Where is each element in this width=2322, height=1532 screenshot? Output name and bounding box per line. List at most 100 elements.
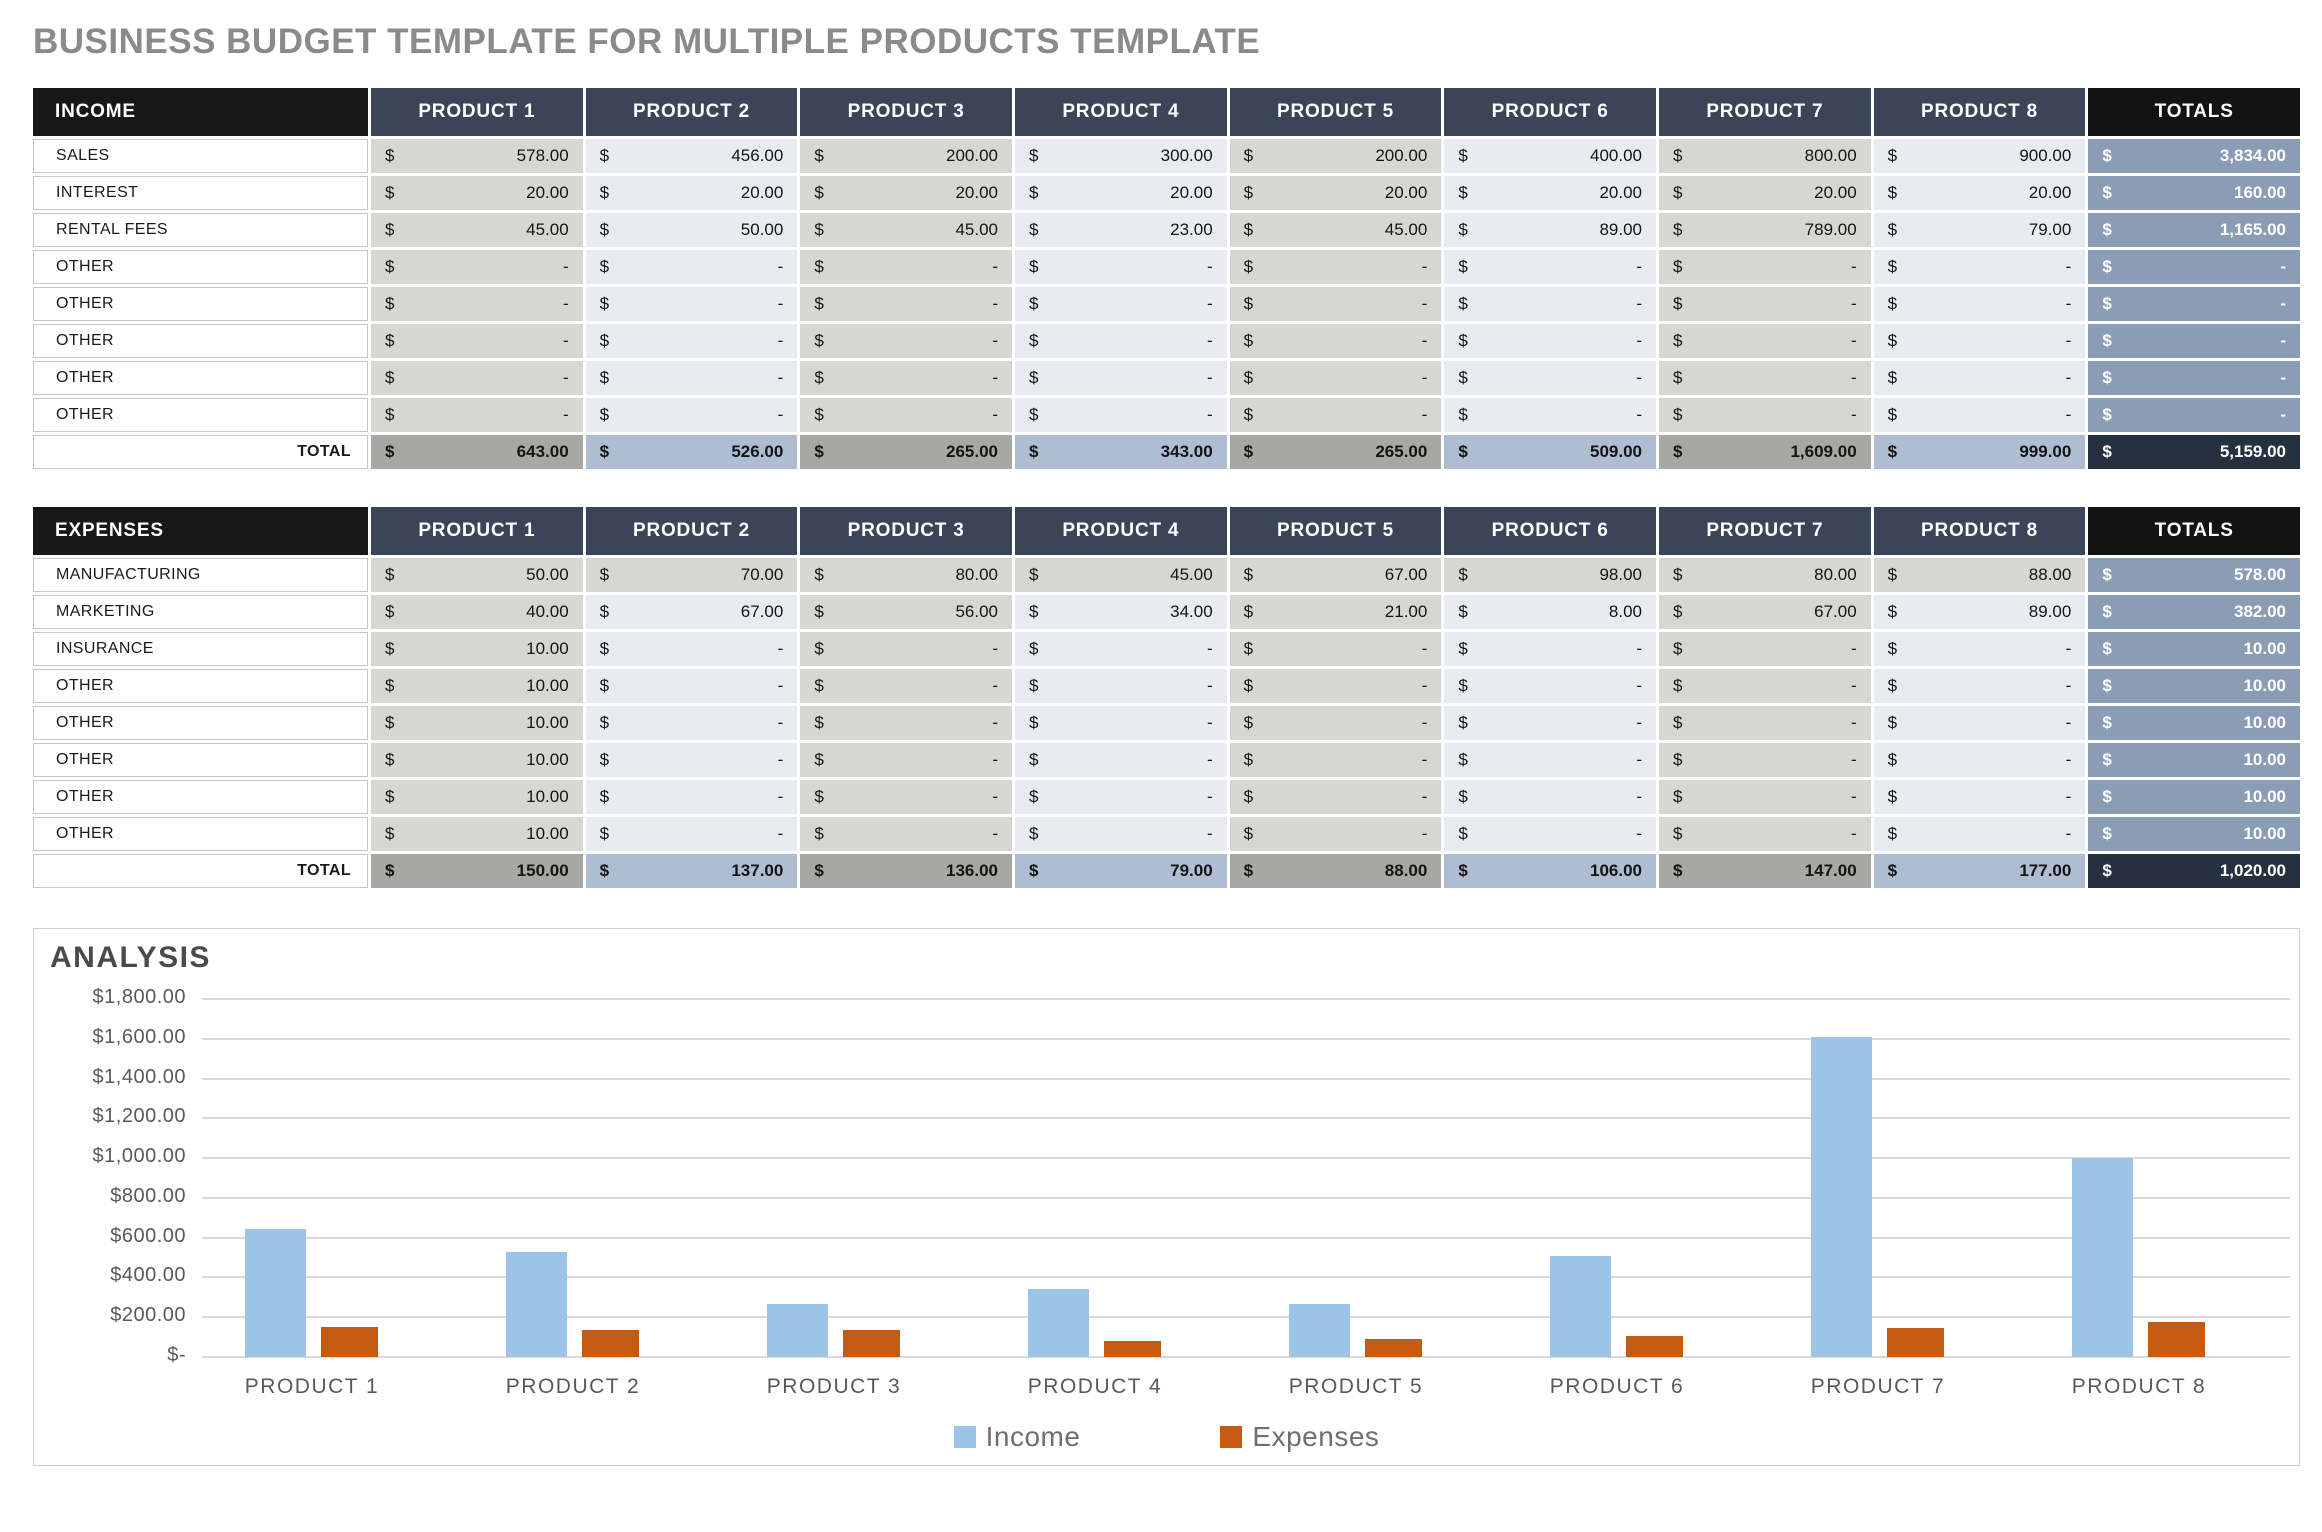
expenses-cell-product-2[interactable]: $70.00: [585, 558, 798, 592]
expenses-cell-product-7[interactable]: $ -: [1659, 817, 1871, 851]
expenses-cell-product-3[interactable]: $ -: [800, 743, 1012, 777]
expenses-row-total[interactable]: $10.00: [2088, 780, 2300, 814]
income-cell-product-3[interactable]: $200.00: [800, 139, 1012, 173]
income-total-product-5[interactable]: $265.00: [1229, 435, 1442, 469]
expenses-cell-product-2[interactable]: $ -: [585, 817, 798, 851]
income-total-product-7[interactable]: $1,609.00: [1659, 435, 1871, 469]
expenses-total-product-2[interactable]: $137.00: [585, 854, 798, 888]
expenses-cell-product-3[interactable]: $ -: [800, 632, 1012, 666]
column-header-product-6[interactable]: PRODUCT 6: [1444, 88, 1656, 136]
income-cell-product-8[interactable]: $ -: [1873, 398, 2086, 432]
column-header-product-2[interactable]: PRODUCT 2: [585, 507, 798, 555]
expenses-cell-product-8[interactable]: $ -: [1873, 669, 2086, 703]
income-cell-product-4[interactable]: $20.00: [1015, 176, 1227, 210]
expenses-header-cell[interactable]: EXPENSES: [33, 507, 368, 555]
income-cell-product-2[interactable]: $20.00: [585, 176, 798, 210]
income-cell-product-6[interactable]: $400.00: [1444, 139, 1656, 173]
expenses-cell-product-8[interactable]: $ -: [1873, 632, 2086, 666]
expenses-cell-product-4[interactable]: $34.00: [1015, 595, 1227, 629]
income-cell-product-8[interactable]: $ -: [1873, 361, 2086, 395]
income-cell-product-5[interactable]: $ -: [1229, 287, 1442, 321]
income-cell-product-8[interactable]: $79.00: [1873, 213, 2086, 247]
row-label-other[interactable]: OTHER: [33, 324, 368, 358]
income-cell-product-4[interactable]: $ -: [1015, 250, 1227, 284]
expenses-cell-product-8[interactable]: $88.00: [1873, 558, 2086, 592]
row-label-interest[interactable]: INTEREST: [33, 176, 368, 210]
income-cell-product-3[interactable]: $ -: [800, 250, 1012, 284]
expenses-cell-product-7[interactable]: $ -: [1659, 780, 1871, 814]
row-label-other[interactable]: OTHER: [33, 706, 368, 740]
income-cell-product-5[interactable]: $200.00: [1229, 139, 1442, 173]
row-label-other[interactable]: OTHER: [33, 250, 368, 284]
income-row-total[interactable]: $ -: [2088, 287, 2300, 321]
income-row-total[interactable]: $160.00: [2088, 176, 2300, 210]
expenses-cell-product-8[interactable]: $ -: [1873, 817, 2086, 851]
income-cell-product-6[interactable]: $ -: [1444, 398, 1656, 432]
row-label-other[interactable]: OTHER: [33, 398, 368, 432]
column-header-product-1[interactable]: PRODUCT 1: [371, 88, 583, 136]
row-label-other[interactable]: OTHER: [33, 361, 368, 395]
income-grand-total[interactable]: $5,159.00: [2088, 435, 2300, 469]
income-cell-product-1[interactable]: $45.00: [371, 213, 583, 247]
income-row-total[interactable]: $3,834.00: [2088, 139, 2300, 173]
expenses-cell-product-5[interactable]: $ -: [1229, 706, 1442, 740]
expenses-total-product-4[interactable]: $79.00: [1015, 854, 1227, 888]
totals-header-cell[interactable]: TOTALS: [2088, 88, 2300, 136]
income-cell-product-7[interactable]: $800.00: [1659, 139, 1871, 173]
expenses-cell-product-2[interactable]: $67.00: [585, 595, 798, 629]
column-header-product-7[interactable]: PRODUCT 7: [1659, 507, 1871, 555]
column-header-product-3[interactable]: PRODUCT 3: [800, 88, 1012, 136]
income-cell-product-3[interactable]: $ -: [800, 287, 1012, 321]
expenses-cell-product-5[interactable]: $ -: [1229, 743, 1442, 777]
expenses-row-total[interactable]: $10.00: [2088, 817, 2300, 851]
income-total-product-8[interactable]: $999.00: [1873, 435, 2086, 469]
income-row-total[interactable]: $ -: [2088, 324, 2300, 358]
expenses-cell-product-3[interactable]: $ -: [800, 780, 1012, 814]
income-cell-product-7[interactable]: $ -: [1659, 398, 1871, 432]
income-total-product-2[interactable]: $526.00: [585, 435, 798, 469]
column-header-product-2[interactable]: PRODUCT 2: [585, 88, 798, 136]
expenses-cell-product-1[interactable]: $10.00: [371, 743, 583, 777]
expenses-cell-product-2[interactable]: $ -: [585, 780, 798, 814]
income-row-total[interactable]: $ -: [2088, 398, 2300, 432]
income-cell-product-7[interactable]: $ -: [1659, 361, 1871, 395]
expenses-row-total[interactable]: $10.00: [2088, 743, 2300, 777]
expenses-cell-product-3[interactable]: $ -: [800, 706, 1012, 740]
expenses-cell-product-4[interactable]: $ -: [1015, 780, 1227, 814]
expenses-cell-product-4[interactable]: $ -: [1015, 817, 1227, 851]
row-label-sales[interactable]: SALES: [33, 139, 368, 173]
expenses-cell-product-6[interactable]: $ -: [1444, 669, 1656, 703]
expenses-cell-product-5[interactable]: $ -: [1229, 632, 1442, 666]
income-total-product-4[interactable]: $343.00: [1015, 435, 1227, 469]
expenses-cell-product-7[interactable]: $ -: [1659, 632, 1871, 666]
expenses-cell-product-7[interactable]: $80.00: [1659, 558, 1871, 592]
expenses-cell-product-2[interactable]: $ -: [585, 743, 798, 777]
income-row-total[interactable]: $ -: [2088, 250, 2300, 284]
income-cell-product-3[interactable]: $ -: [800, 324, 1012, 358]
income-cell-product-7[interactable]: $20.00: [1659, 176, 1871, 210]
expenses-cell-product-5[interactable]: $ -: [1229, 817, 1442, 851]
total-row-label[interactable]: TOTAL: [33, 854, 368, 888]
income-cell-product-4[interactable]: $300.00: [1015, 139, 1227, 173]
row-label-marketing[interactable]: MARKETING: [33, 595, 368, 629]
income-cell-product-5[interactable]: $20.00: [1229, 176, 1442, 210]
expenses-total-product-1[interactable]: $150.00: [371, 854, 583, 888]
row-label-insurance[interactable]: INSURANCE: [33, 632, 368, 666]
column-header-product-8[interactable]: PRODUCT 8: [1873, 88, 2086, 136]
expenses-cell-product-1[interactable]: $10.00: [371, 780, 583, 814]
column-header-product-4[interactable]: PRODUCT 4: [1015, 88, 1227, 136]
income-cell-product-3[interactable]: $ -: [800, 398, 1012, 432]
column-header-product-4[interactable]: PRODUCT 4: [1015, 507, 1227, 555]
income-cell-product-3[interactable]: $20.00: [800, 176, 1012, 210]
expenses-cell-product-3[interactable]: $ -: [800, 669, 1012, 703]
income-cell-product-2[interactable]: $456.00: [585, 139, 798, 173]
column-header-product-5[interactable]: PRODUCT 5: [1229, 507, 1442, 555]
income-cell-product-3[interactable]: $ -: [800, 361, 1012, 395]
row-label-other[interactable]: OTHER: [33, 669, 368, 703]
income-cell-product-4[interactable]: $ -: [1015, 324, 1227, 358]
expenses-cell-product-6[interactable]: $ -: [1444, 817, 1656, 851]
expenses-cell-product-2[interactable]: $ -: [585, 669, 798, 703]
expenses-cell-product-7[interactable]: $ -: [1659, 706, 1871, 740]
column-header-product-5[interactable]: PRODUCT 5: [1229, 88, 1442, 136]
expenses-cell-product-1[interactable]: $10.00: [371, 817, 583, 851]
